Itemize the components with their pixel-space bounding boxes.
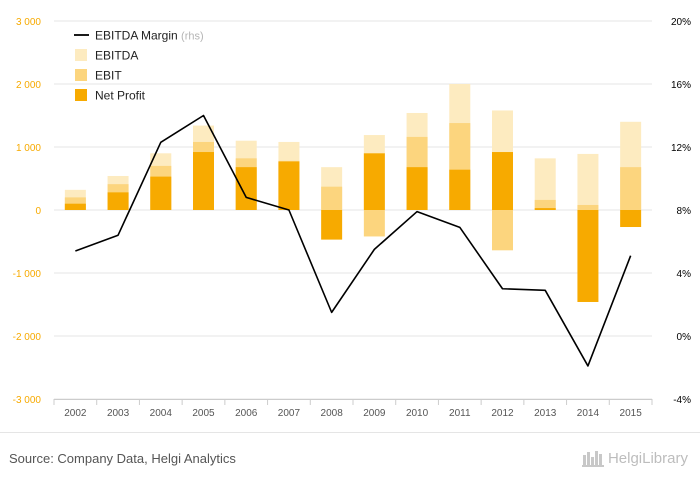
source-note: Source: Company Data, Helgi Analytics (9, 451, 236, 466)
bar-ebitda (577, 153, 599, 210)
bar-net-profit (193, 152, 214, 210)
bar-ebit (363, 210, 385, 237)
y-left-tick-label: 0 (35, 206, 41, 217)
y-right-tick-label: 8% (677, 206, 692, 217)
legend-swatch (75, 89, 87, 101)
y-left-tick-label: -3 000 (13, 395, 42, 406)
bar-ebitda (534, 158, 556, 210)
x-tick-label: 2006 (235, 408, 258, 419)
bar-net-profit (64, 203, 86, 210)
legend-label-suffix: (rhs) (181, 31, 204, 43)
bar-net-profit (534, 208, 556, 210)
y-right-tick-label: 4% (677, 269, 692, 280)
bar-net-profit (620, 210, 642, 228)
bar-net-profit (492, 152, 513, 210)
x-tick-label: 2009 (363, 408, 386, 419)
x-tick-label: 2002 (64, 408, 87, 419)
x-tick-label: 2003 (107, 408, 130, 419)
chart: -3 000 -2 000 -1 000 0 1 000 2 000 3 000 -4% 0% 4… (13, 17, 692, 419)
bar-ebit (534, 199, 556, 210)
legend-label: Net Profit (95, 89, 146, 103)
bar-net-profit (577, 210, 599, 302)
x-tick-label: 2014 (577, 408, 600, 419)
bar-ebit (620, 167, 642, 210)
legend-swatch (75, 69, 87, 81)
footer-divider (0, 432, 700, 433)
x-tick-label: 2010 (406, 408, 429, 419)
x-tick-label: 2012 (491, 408, 514, 419)
bar-net-profit (449, 169, 471, 210)
bar-net-profit (150, 176, 172, 210)
legend-swatch (75, 49, 87, 61)
x-tick-label: 2007 (278, 408, 301, 419)
brand-logo: HelgiLibrary (581, 449, 688, 467)
bar-ebit (577, 204, 599, 210)
y-left-tick-label: 3 000 (16, 17, 41, 28)
line-ebitda-margin (75, 114, 632, 367)
bar-ebit (492, 210, 513, 251)
bar-net-profit (107, 192, 129, 210)
y-left-tick-label: -2 000 (13, 332, 42, 343)
y-right-tick-label: -4% (673, 395, 691, 406)
bar-net-profit (235, 167, 257, 210)
x-tick-label: 2015 (620, 408, 643, 419)
brand-name: HelgiLibrary (607, 449, 688, 467)
legend-label: EBITDA (95, 49, 138, 63)
x-tick-label: 2008 (321, 408, 344, 419)
y-right-tick-label: 0% (677, 332, 692, 343)
legend-label: EBIT (95, 69, 122, 83)
y-left-tick-label: 2 000 (16, 80, 41, 91)
x-tick-label: 2011 (449, 408, 471, 419)
y-left-tick-label: 1 000 (16, 143, 41, 154)
x-tick-label: 2005 (192, 408, 215, 419)
y-right-tick-label: 12% (671, 143, 691, 154)
y-right-tick-label: 20% (671, 17, 691, 28)
bar-ebit (321, 186, 343, 210)
legend-label: EBITDA Margin (rhs) (95, 29, 204, 43)
bar-net-profit (321, 210, 343, 240)
bar-net-profit (363, 153, 385, 210)
x-tick-label: 2013 (534, 408, 557, 419)
x-tick-label: 2004 (150, 408, 173, 419)
bar-net-profit (406, 167, 428, 210)
y-left-tick-label: -1 000 (13, 269, 42, 280)
library-icon (581, 451, 604, 467)
bar-net-profit (278, 161, 300, 210)
y-right-tick-label: 16% (671, 80, 691, 91)
